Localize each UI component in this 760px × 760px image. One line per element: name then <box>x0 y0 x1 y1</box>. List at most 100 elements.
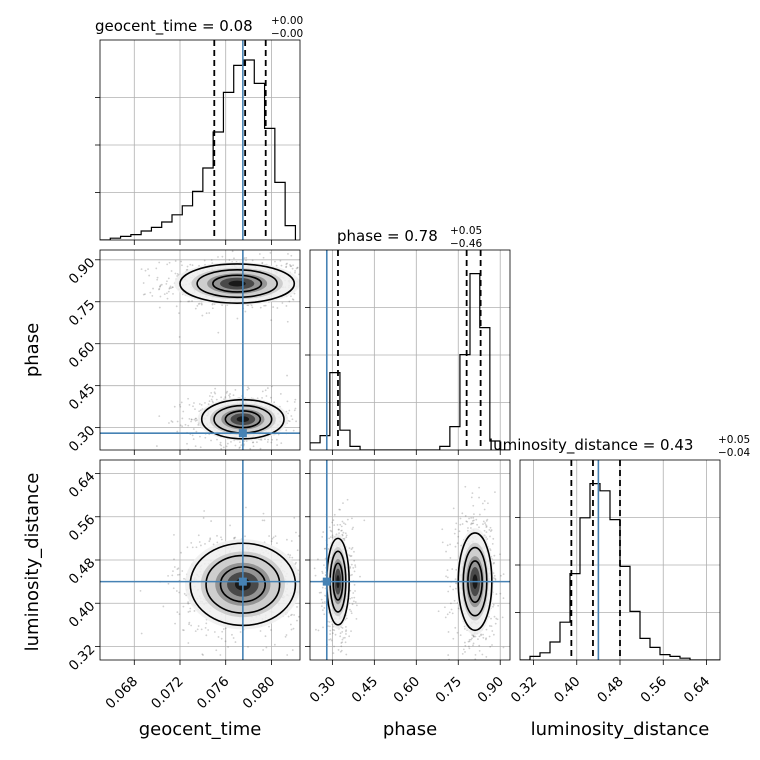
sample-point <box>447 590 450 593</box>
sample-point <box>328 537 331 540</box>
sample-point <box>314 282 316 284</box>
sample-point <box>482 523 484 526</box>
sample-point <box>478 644 481 647</box>
sample-point <box>472 516 475 519</box>
sample-point <box>228 396 231 398</box>
sample-point <box>473 513 475 516</box>
sample-point <box>259 306 262 309</box>
sample-point <box>201 314 204 317</box>
sample-point <box>238 447 241 449</box>
sample-point <box>292 627 295 630</box>
sample-point <box>155 267 158 270</box>
sample-point <box>324 272 326 274</box>
sample-point <box>458 530 461 533</box>
injection-marker <box>322 577 331 586</box>
sample-point <box>222 446 225 449</box>
sample-point <box>229 524 231 527</box>
sample-point <box>274 535 277 538</box>
sample-point <box>495 593 498 595</box>
sample-point <box>457 535 460 538</box>
x-tick-label: 0.56 <box>638 674 671 707</box>
sample-point <box>351 573 353 576</box>
sample-point <box>179 405 182 408</box>
sample-point <box>228 394 230 397</box>
sample-point <box>156 276 159 279</box>
sample-point <box>462 648 465 651</box>
sample-point <box>312 597 314 599</box>
sample-point <box>340 297 342 299</box>
sample-point <box>474 635 477 638</box>
histogram-luminosity-distance <box>520 483 720 660</box>
x-tick-label: 0.32 <box>508 674 541 707</box>
sample-point <box>499 553 501 556</box>
sample-point <box>173 405 176 408</box>
sample-point <box>186 442 188 445</box>
sample-point <box>305 294 307 296</box>
sample-point <box>468 647 471 650</box>
sample-point <box>194 445 197 447</box>
sample-point <box>181 264 183 267</box>
sample-point <box>471 520 474 522</box>
sample-point <box>351 517 353 520</box>
sample-point <box>213 631 216 633</box>
sample-point <box>187 602 190 605</box>
sample-point <box>219 654 222 656</box>
sample-point <box>317 629 320 632</box>
injection-marker <box>238 577 247 586</box>
sample-point <box>314 574 317 577</box>
sample-point <box>303 294 305 296</box>
sample-point <box>478 635 481 638</box>
sample-point <box>327 625 329 628</box>
sample-point <box>353 550 355 553</box>
sample-point <box>210 439 212 442</box>
sample-point <box>351 546 354 549</box>
sample-point <box>350 612 353 615</box>
sample-point <box>208 312 211 314</box>
sample-point <box>294 271 296 274</box>
sample-point <box>302 419 304 421</box>
sample-point <box>482 520 485 523</box>
sample-point <box>472 504 475 507</box>
x-axis-label-phase: phase <box>383 719 437 740</box>
sample-point <box>221 630 224 633</box>
sample-point <box>211 400 214 403</box>
sample-point <box>481 502 484 505</box>
sample-point <box>209 537 212 540</box>
sample-point <box>312 263 314 265</box>
sample-point <box>474 653 477 656</box>
sample-point <box>461 652 464 655</box>
sample-point <box>173 558 175 561</box>
sample-point <box>267 452 269 454</box>
sample-point <box>471 637 473 640</box>
sample-point <box>317 558 319 561</box>
sample-point <box>320 598 323 601</box>
sample-point <box>344 523 347 526</box>
density-panel-geocent-time-vs-phase: 0.30 0.45 0.60 0.75 0.90 <box>66 249 342 455</box>
sample-point <box>483 669 485 671</box>
sample-point <box>329 633 331 635</box>
title-main: phase = 0.78 <box>337 227 438 245</box>
sample-point <box>175 590 178 592</box>
sample-point <box>349 597 351 600</box>
sample-point <box>200 303 203 306</box>
sample-point <box>352 592 355 594</box>
sample-point <box>226 442 229 445</box>
sample-point <box>270 396 272 399</box>
sample-point <box>178 591 181 594</box>
sample-point <box>328 526 331 529</box>
sample-point <box>229 393 231 395</box>
sample-point <box>491 644 493 646</box>
sample-point <box>343 668 345 670</box>
sample-point <box>291 613 293 616</box>
sample-point <box>252 445 255 448</box>
sample-point <box>322 281 324 283</box>
sample-point <box>189 610 191 613</box>
sample-point <box>180 260 183 263</box>
sample-point <box>455 582 457 585</box>
y-axis-label-luminosity-distance: luminosity_distance <box>22 473 43 652</box>
sample-point <box>470 522 473 525</box>
sample-point <box>301 296 303 298</box>
contour-line <box>196 269 278 299</box>
sample-point <box>303 309 305 311</box>
